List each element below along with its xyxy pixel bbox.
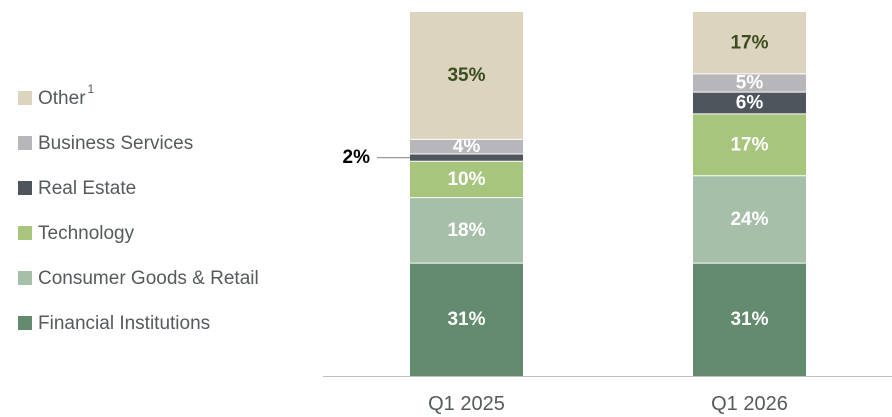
bar-segment-financial-institutions — [693, 263, 806, 376]
legend-label: Technology — [38, 223, 135, 244]
legend-swatch — [18, 226, 32, 240]
legend-swatch — [18, 181, 32, 195]
legend: Other 1 Business Services Real Estate Techno… — [18, 82, 259, 334]
callout-label: 2% — [343, 147, 371, 168]
legend-footnote-marker: 1 — [88, 82, 95, 96]
legend-item-other: Other 1 — [18, 82, 95, 109]
data-label: 31% — [447, 309, 485, 330]
x-axis: Q1 2025 Q1 2026 — [323, 376, 892, 415]
legend-label: Financial Institutions — [38, 313, 210, 334]
legend-label-text: Technology — [38, 223, 135, 244]
bar-q1-2025: 31% 18% 10% 4% 35% — [410, 12, 523, 376]
legend-swatch — [18, 271, 32, 285]
legend-label-text: Business Services — [38, 133, 193, 154]
bar-segment-business-services — [410, 139, 523, 154]
bar-q1-2026: 31% 24% 17% 6%5% 17% — [693, 12, 806, 376]
bar-segment-technology — [410, 161, 523, 198]
data-label: 4% — [453, 136, 481, 157]
bar-segment-technology — [693, 113, 806, 176]
legend-label: Consumer Goods & Retail — [38, 268, 259, 289]
data-label: 17% — [730, 32, 768, 53]
x-tick-label: Q1 2025 — [428, 393, 505, 415]
legend-label: Real Estate — [38, 178, 136, 199]
legend-label-text: Real Estate — [38, 178, 136, 199]
data-label: 17% — [730, 134, 768, 155]
legend-label-text: Financial Institutions — [38, 313, 210, 334]
legend-label: Other 1 — [38, 82, 95, 109]
bar-segment-financial-institutions — [410, 263, 523, 376]
bar-segment-real-estate — [410, 153, 523, 162]
data-label: 31% — [730, 309, 768, 330]
x-tick-label: Q1 2026 — [711, 393, 788, 415]
data-label: 18% — [447, 220, 485, 241]
bar-segment-consumer-goods-and-retail — [410, 197, 523, 264]
data-label: 6% — [736, 93, 764, 114]
bar-segment-consumer-goods-and-retail — [693, 175, 806, 264]
data-label: 10% — [447, 169, 485, 190]
legend-item-business-services: Business Services — [18, 133, 193, 154]
legend-label-text: Consumer Goods & Retail — [38, 268, 259, 289]
legend-item-financial-institutions: Financial Institutions — [18, 313, 210, 334]
data-label: 35% — [447, 65, 485, 86]
bar-segment-business-services — [693, 73, 806, 93]
bar-segment-real-estate — [693, 92, 806, 114]
legend-swatch — [18, 136, 32, 150]
legend-swatch — [18, 316, 32, 330]
bar-segment-other — [693, 12, 806, 74]
legend-item-consumer-goods-and-retail: Consumer Goods & Retail — [18, 268, 259, 289]
legend-label: Business Services — [38, 133, 193, 154]
callouts: 2% — [343, 147, 410, 168]
data-label: 24% — [730, 209, 768, 230]
bars: 31% 18% 10% 4% 35% 31% 24% 17% 6%5% 17% — [410, 12, 806, 376]
legend-label-text: Other — [38, 88, 86, 109]
bar-segment-other — [410, 12, 523, 140]
data-label: 5% — [736, 72, 764, 93]
legend-item-technology: Technology — [18, 223, 135, 244]
legend-item-real-estate: Real Estate — [18, 178, 136, 199]
legend-swatch — [18, 91, 32, 105]
